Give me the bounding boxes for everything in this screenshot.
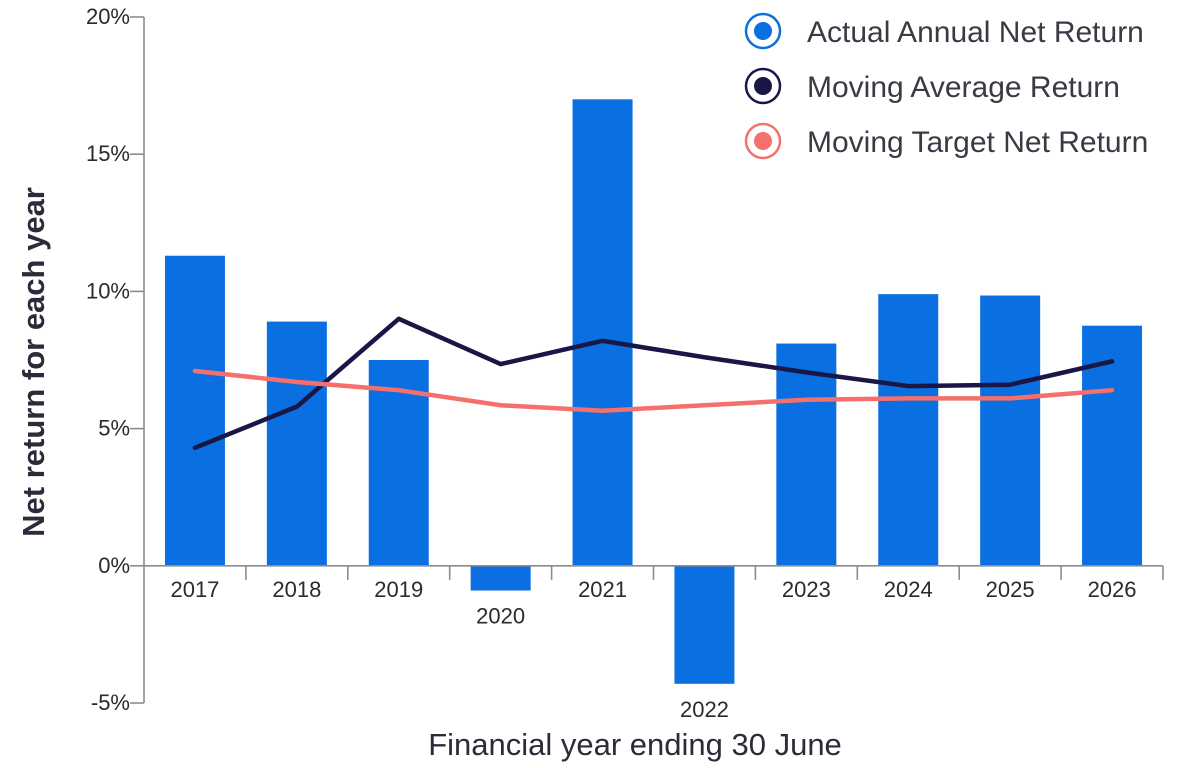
x-tick-label-2021: 2021 (578, 577, 627, 602)
bar-2021 (572, 99, 633, 566)
bars-layer (164, 99, 1143, 684)
legend-marker-ring (744, 12, 782, 50)
y-tick-label: 15% (86, 141, 130, 166)
legend-item: Moving Target Net Return (744, 122, 1148, 160)
x-axis-title: Financial year ending 30 June (428, 727, 842, 762)
x-tick-label-2020: 2020 (476, 603, 525, 628)
y-axis-title: Net return for each year (16, 187, 51, 537)
bar-2017 (164, 255, 225, 566)
x-tick-labels: 2017 2018 2019 2020 2021 2022 2023 2024 2025 2026 (170, 577, 1136, 722)
legend-marker-ring (744, 122, 782, 160)
legend-item: Actual Annual Net Return (744, 12, 1144, 50)
bar-2025 (980, 295, 1041, 566)
y-tick-label: -5% (91, 690, 130, 715)
legend-label: Actual Annual Net Return (807, 16, 1144, 49)
y-tick-label: 20% (86, 4, 130, 29)
legend-marker-dot (754, 132, 772, 150)
bar-2020 (470, 565, 531, 591)
x-tick-label-2024: 2024 (884, 577, 933, 602)
bar-2022 (674, 565, 735, 684)
legend-label: Moving Average Return (807, 71, 1120, 104)
bar-2018 (266, 321, 327, 566)
x-tick-label-2019: 2019 (374, 577, 423, 602)
x-tick-label-2018: 2018 (272, 577, 321, 602)
x-tick-label-2026: 2026 (1088, 577, 1137, 602)
bar-2023 (776, 343, 837, 566)
axis-layer: -5% 0% 5% 10% 15% 20% (86, 4, 1164, 715)
legend-item: Moving Average Return (744, 67, 1120, 105)
bar-2024 (878, 294, 939, 566)
legend-marker-dot (754, 22, 772, 40)
x-tick-label-2023: 2023 (782, 577, 831, 602)
lines-layer (192, 316, 1115, 451)
x-tick-label-2022: 2022 (680, 697, 729, 722)
y-tick-label: 0% (98, 553, 130, 578)
legend: Actual Annual Net Return Moving Average R… (744, 12, 1148, 160)
y-tick-label: 5% (98, 416, 130, 441)
legend-marker-ring (744, 67, 782, 105)
legend-label: Moving Target Net Return (807, 126, 1148, 159)
line-moving-target-net-return (192, 368, 1115, 414)
legend-marker-dot (754, 77, 772, 95)
y-tick-label: 10% (86, 278, 130, 303)
line-moving-average-return (192, 316, 1115, 451)
x-tick-label-2025: 2025 (986, 577, 1035, 602)
x-tick-label-2017: 2017 (170, 577, 219, 602)
